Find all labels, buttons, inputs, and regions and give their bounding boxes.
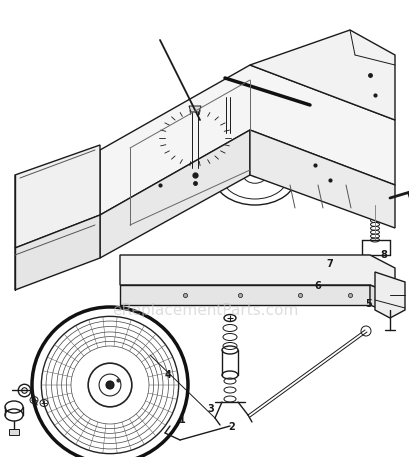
Polygon shape — [100, 65, 394, 215]
Polygon shape — [249, 130, 394, 228]
Polygon shape — [120, 255, 394, 295]
Polygon shape — [249, 30, 394, 120]
Text: 6: 6 — [314, 281, 320, 291]
Ellipse shape — [252, 173, 257, 177]
Text: 1: 1 — [179, 414, 185, 425]
Polygon shape — [189, 106, 200, 112]
Polygon shape — [369, 285, 394, 315]
Text: 8: 8 — [379, 250, 386, 260]
Text: 2: 2 — [228, 422, 234, 432]
Text: 7: 7 — [326, 259, 333, 269]
Text: 4: 4 — [164, 370, 171, 380]
Text: eReplacementParts.com: eReplacementParts.com — [112, 303, 297, 318]
Text: 3: 3 — [207, 404, 214, 414]
Polygon shape — [15, 145, 100, 248]
Text: 5: 5 — [365, 299, 371, 309]
Polygon shape — [100, 130, 249, 258]
Polygon shape — [9, 429, 19, 435]
Polygon shape — [374, 272, 404, 318]
Polygon shape — [120, 285, 369, 305]
Circle shape — [106, 381, 114, 389]
Polygon shape — [15, 215, 100, 290]
